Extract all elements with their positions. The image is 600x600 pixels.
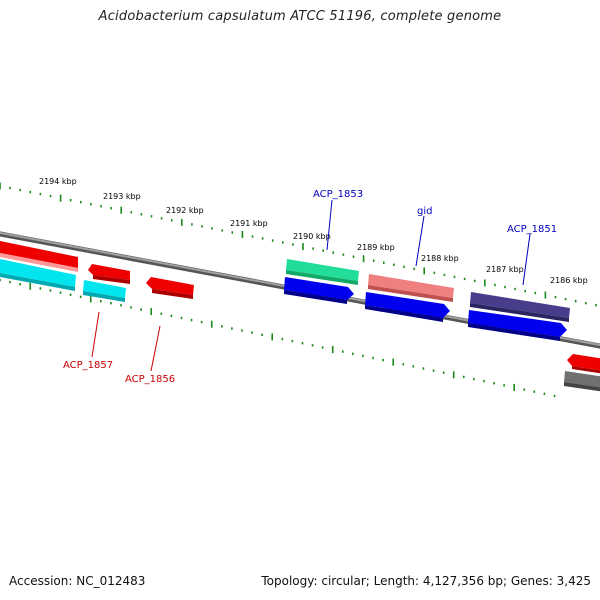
- kbp-label-2188: 2188 kbp: [421, 254, 459, 263]
- gene-feature-shadow: [152, 289, 193, 299]
- gene-feature-shadow: [0, 272, 75, 291]
- gene-feature-acp-1853[interactable]: [286, 259, 359, 281]
- kbp-label-2187: 2187 kbp: [486, 265, 524, 274]
- gene-feature-gray[interactable]: [564, 371, 600, 388]
- gene-label-acp-1857[interactable]: ACP_1857: [63, 360, 113, 371]
- gene-feature-shadow: [572, 366, 600, 374]
- callout-line-acp-1857: [91, 311, 100, 358]
- callout-line-acp-1856: [150, 325, 161, 372]
- forward-strand-features: [0, 240, 570, 322]
- kbp-label-2191: 2191 kbp: [230, 219, 268, 228]
- accession-text: Accession: NC_012483: [9, 574, 146, 588]
- gene-feature-shadow: [468, 323, 560, 341]
- gene-feature-acp-1856[interactable]: [146, 277, 194, 295]
- gene-feature-shadow: [365, 305, 443, 322]
- callout-line-acp-1851: [522, 233, 531, 286]
- gene-feature-red-arrow[interactable]: [88, 264, 130, 280]
- gene-feature-shadow: [284, 290, 347, 304]
- gene-feature-blue[interactable]: [365, 292, 450, 318]
- outer-tick-track: [0, 182, 597, 307]
- gene-feature-blue[interactable]: [468, 310, 567, 337]
- gene-feature-shadow: [470, 303, 569, 322]
- callout-line-acp-1853: [326, 199, 333, 251]
- gene-label-gid[interactable]: gid: [417, 206, 432, 217]
- inner-tick-track: [0, 278, 556, 398]
- gene-feature-shadow: [83, 291, 125, 302]
- kbp-label-2193: 2193 kbp: [103, 192, 141, 201]
- gene-label-acp-1853[interactable]: ACP_1853: [313, 189, 363, 200]
- gene-label-acp-1851[interactable]: ACP_1851: [507, 224, 557, 235]
- genome-summary-text: Topology: circular; Length: 4,127,356 bp…: [261, 574, 591, 588]
- gene-feature-gid[interactable]: [368, 274, 454, 298]
- kbp-label-2186: 2186 kbp: [550, 276, 588, 285]
- gene-feature-shadow: [564, 382, 600, 392]
- kbp-label-2194: 2194 kbp: [39, 177, 77, 186]
- gene-feature-cyan[interactable]: [83, 280, 126, 298]
- reverse-strand-features: [0, 258, 600, 392]
- gene-feature-shadow: [286, 270, 358, 285]
- gene-feature-red-right[interactable]: [567, 354, 600, 371]
- gene-feature-blue[interactable]: [284, 277, 354, 300]
- callout-line-gid: [415, 215, 425, 267]
- gene-feature-red[interactable]: [0, 240, 78, 268]
- gene-feature-shadow: [93, 275, 130, 284]
- gene-feature-acp-1857[interactable]: [0, 258, 76, 287]
- kbp-label-2189: 2189 kbp: [357, 243, 395, 252]
- page-title: Acidobacterium capsulatum ATCC 51196, co…: [98, 9, 502, 24]
- kbp-label-2192: 2192 kbp: [166, 206, 204, 215]
- kbp-label-2190: 2190 kbp: [293, 232, 331, 241]
- gene-label-acp-1856[interactable]: ACP_1856: [125, 374, 175, 385]
- gene-feature-acp-1851[interactable]: [470, 292, 570, 318]
- gene-feature-shadow: [368, 285, 453, 302]
- gene-feature-shadow: [0, 252, 78, 272]
